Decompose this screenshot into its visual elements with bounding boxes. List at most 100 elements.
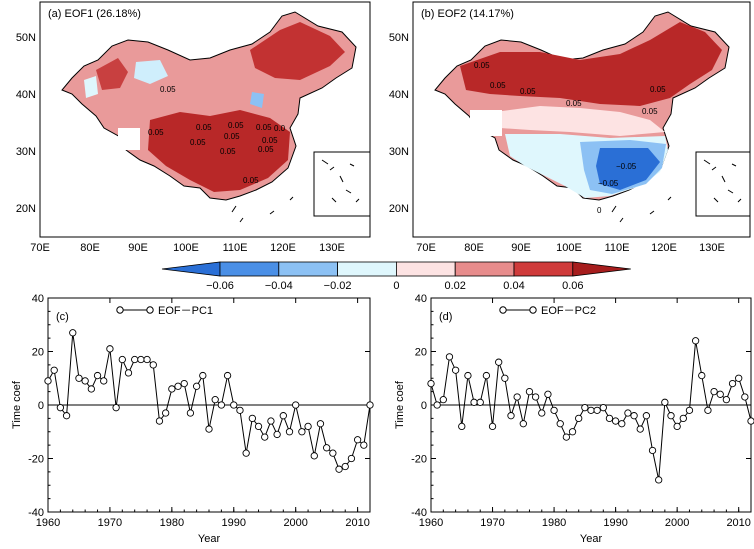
data-point (112, 404, 120, 412)
eof1-weak-patch-3 (250, 92, 264, 108)
contour-label: 0.05 (228, 121, 244, 130)
data-point (458, 422, 466, 431)
data-point (217, 401, 226, 409)
data-point (691, 337, 700, 345)
data-point (168, 385, 176, 393)
data-point (661, 398, 669, 406)
eof1-strong-core-west (96, 58, 128, 90)
data-point (335, 465, 343, 473)
data-point (124, 369, 133, 377)
panel-label: (c) (56, 311, 69, 323)
colorbar-segment (337, 261, 397, 277)
data-point (323, 444, 331, 452)
lon-label: 90E (511, 242, 531, 254)
data-point (685, 406, 694, 414)
contour-label: 0.05 (474, 61, 490, 70)
inset-south-china-sea-b (695, 151, 750, 217)
contour-label: 0.05 (520, 87, 536, 96)
contour-label: 0.05 (490, 81, 506, 90)
lon-label: 90E (128, 242, 148, 254)
data-point (556, 420, 564, 428)
x-axis-label: Year (580, 533, 603, 545)
contour-label: 0.05 (642, 107, 658, 116)
data-point (611, 417, 620, 425)
x-axis-label: Year (198, 533, 221, 545)
y-axis-label: Time coef (394, 380, 406, 429)
colorbar-tick-label: −0.02 (324, 280, 352, 292)
y-tick-label: -40 (411, 507, 427, 519)
y-tick-label: 20 (32, 347, 44, 359)
contour-label: 0.05 (566, 99, 582, 108)
data-point (605, 414, 614, 423)
data-point (56, 404, 65, 412)
data-point (716, 390, 724, 398)
x-tick-label: 1980 (160, 517, 184, 529)
data-point (648, 446, 657, 455)
data-point (525, 387, 534, 396)
data-point (242, 449, 250, 457)
data-point (236, 406, 244, 414)
data-point (248, 414, 256, 423)
contour-label: 0.0 (274, 124, 286, 133)
data-point (69, 329, 77, 337)
data-point (155, 417, 164, 425)
colorbar-extend-low (161, 261, 221, 277)
lon-label: 110E (605, 242, 630, 254)
eof2-light-band (495, 106, 665, 136)
data-point (50, 366, 58, 374)
data-point (279, 412, 287, 420)
data-point (488, 422, 497, 431)
contour-label: 0.05 (650, 85, 666, 94)
data-point (366, 401, 374, 409)
data-point (722, 395, 731, 404)
data-point (100, 377, 108, 385)
colorbar-tick-label: −0.06 (206, 280, 234, 292)
data-point (735, 374, 743, 382)
inset-south-china-sea-a (313, 151, 370, 217)
x-tick-label: 1960 (36, 517, 60, 529)
data-point (254, 422, 263, 431)
map-panel-a: (a) EOF1 (26.18%) 50N 40N 30N 20N 70E 80… (16, 1, 371, 254)
data-point (513, 393, 521, 401)
lat-label: 40N (16, 89, 36, 101)
data-point (211, 395, 219, 404)
contour-label: 0.05 (224, 132, 240, 141)
map-a-title: (a) EOF1 (26.18%) (48, 8, 141, 20)
contour-label: 0.05 (256, 123, 272, 132)
data-point (679, 414, 687, 423)
lon-label: 130E (319, 242, 345, 254)
data-point (550, 406, 558, 414)
lon-label: 80E (80, 242, 100, 254)
map-a-lon-labels: 70E 80E 90E 100E 110E 120E 130E (30, 242, 345, 254)
lon-label: 100E (556, 242, 582, 254)
colorbar-tick-label: 0.02 (444, 280, 465, 292)
x-tick-label: 1990 (222, 517, 246, 529)
data-point (360, 441, 368, 449)
data-point (118, 355, 126, 364)
colorbar-tick-label: 0.06 (562, 280, 583, 292)
data-point (451, 366, 460, 374)
lat-label: 50N (389, 32, 409, 44)
data-point (137, 355, 145, 364)
map-a-contour-labels: 0.05 0.05 0.05 0.05 0.05 0.05 0.05 0.05 … (148, 85, 286, 185)
legend-marker (529, 306, 537, 314)
data-point (593, 406, 601, 414)
data-point (285, 428, 294, 436)
colorbar-extend-high (572, 261, 631, 277)
map-b-title: (b) EOF2 (14.17%) (421, 8, 514, 20)
data-point (267, 417, 275, 425)
eof2-missing-data (470, 110, 502, 136)
lat-label: 30N (389, 146, 409, 158)
data-point (62, 412, 71, 420)
lon-label: 120E (651, 242, 677, 254)
data-point (587, 406, 595, 414)
contour-label: 0.05 (220, 147, 236, 156)
data-point (636, 425, 644, 433)
data-point (131, 355, 139, 364)
data-point (106, 345, 114, 353)
data-point (476, 398, 484, 406)
data-point (501, 374, 509, 382)
time-series-panel-d: -40 -20 0 20 40 1960 1970 1980 1990 2000 2010 (d) EO… (394, 293, 754, 545)
data-point (624, 409, 632, 417)
contour-label: 0.05 (148, 128, 164, 137)
